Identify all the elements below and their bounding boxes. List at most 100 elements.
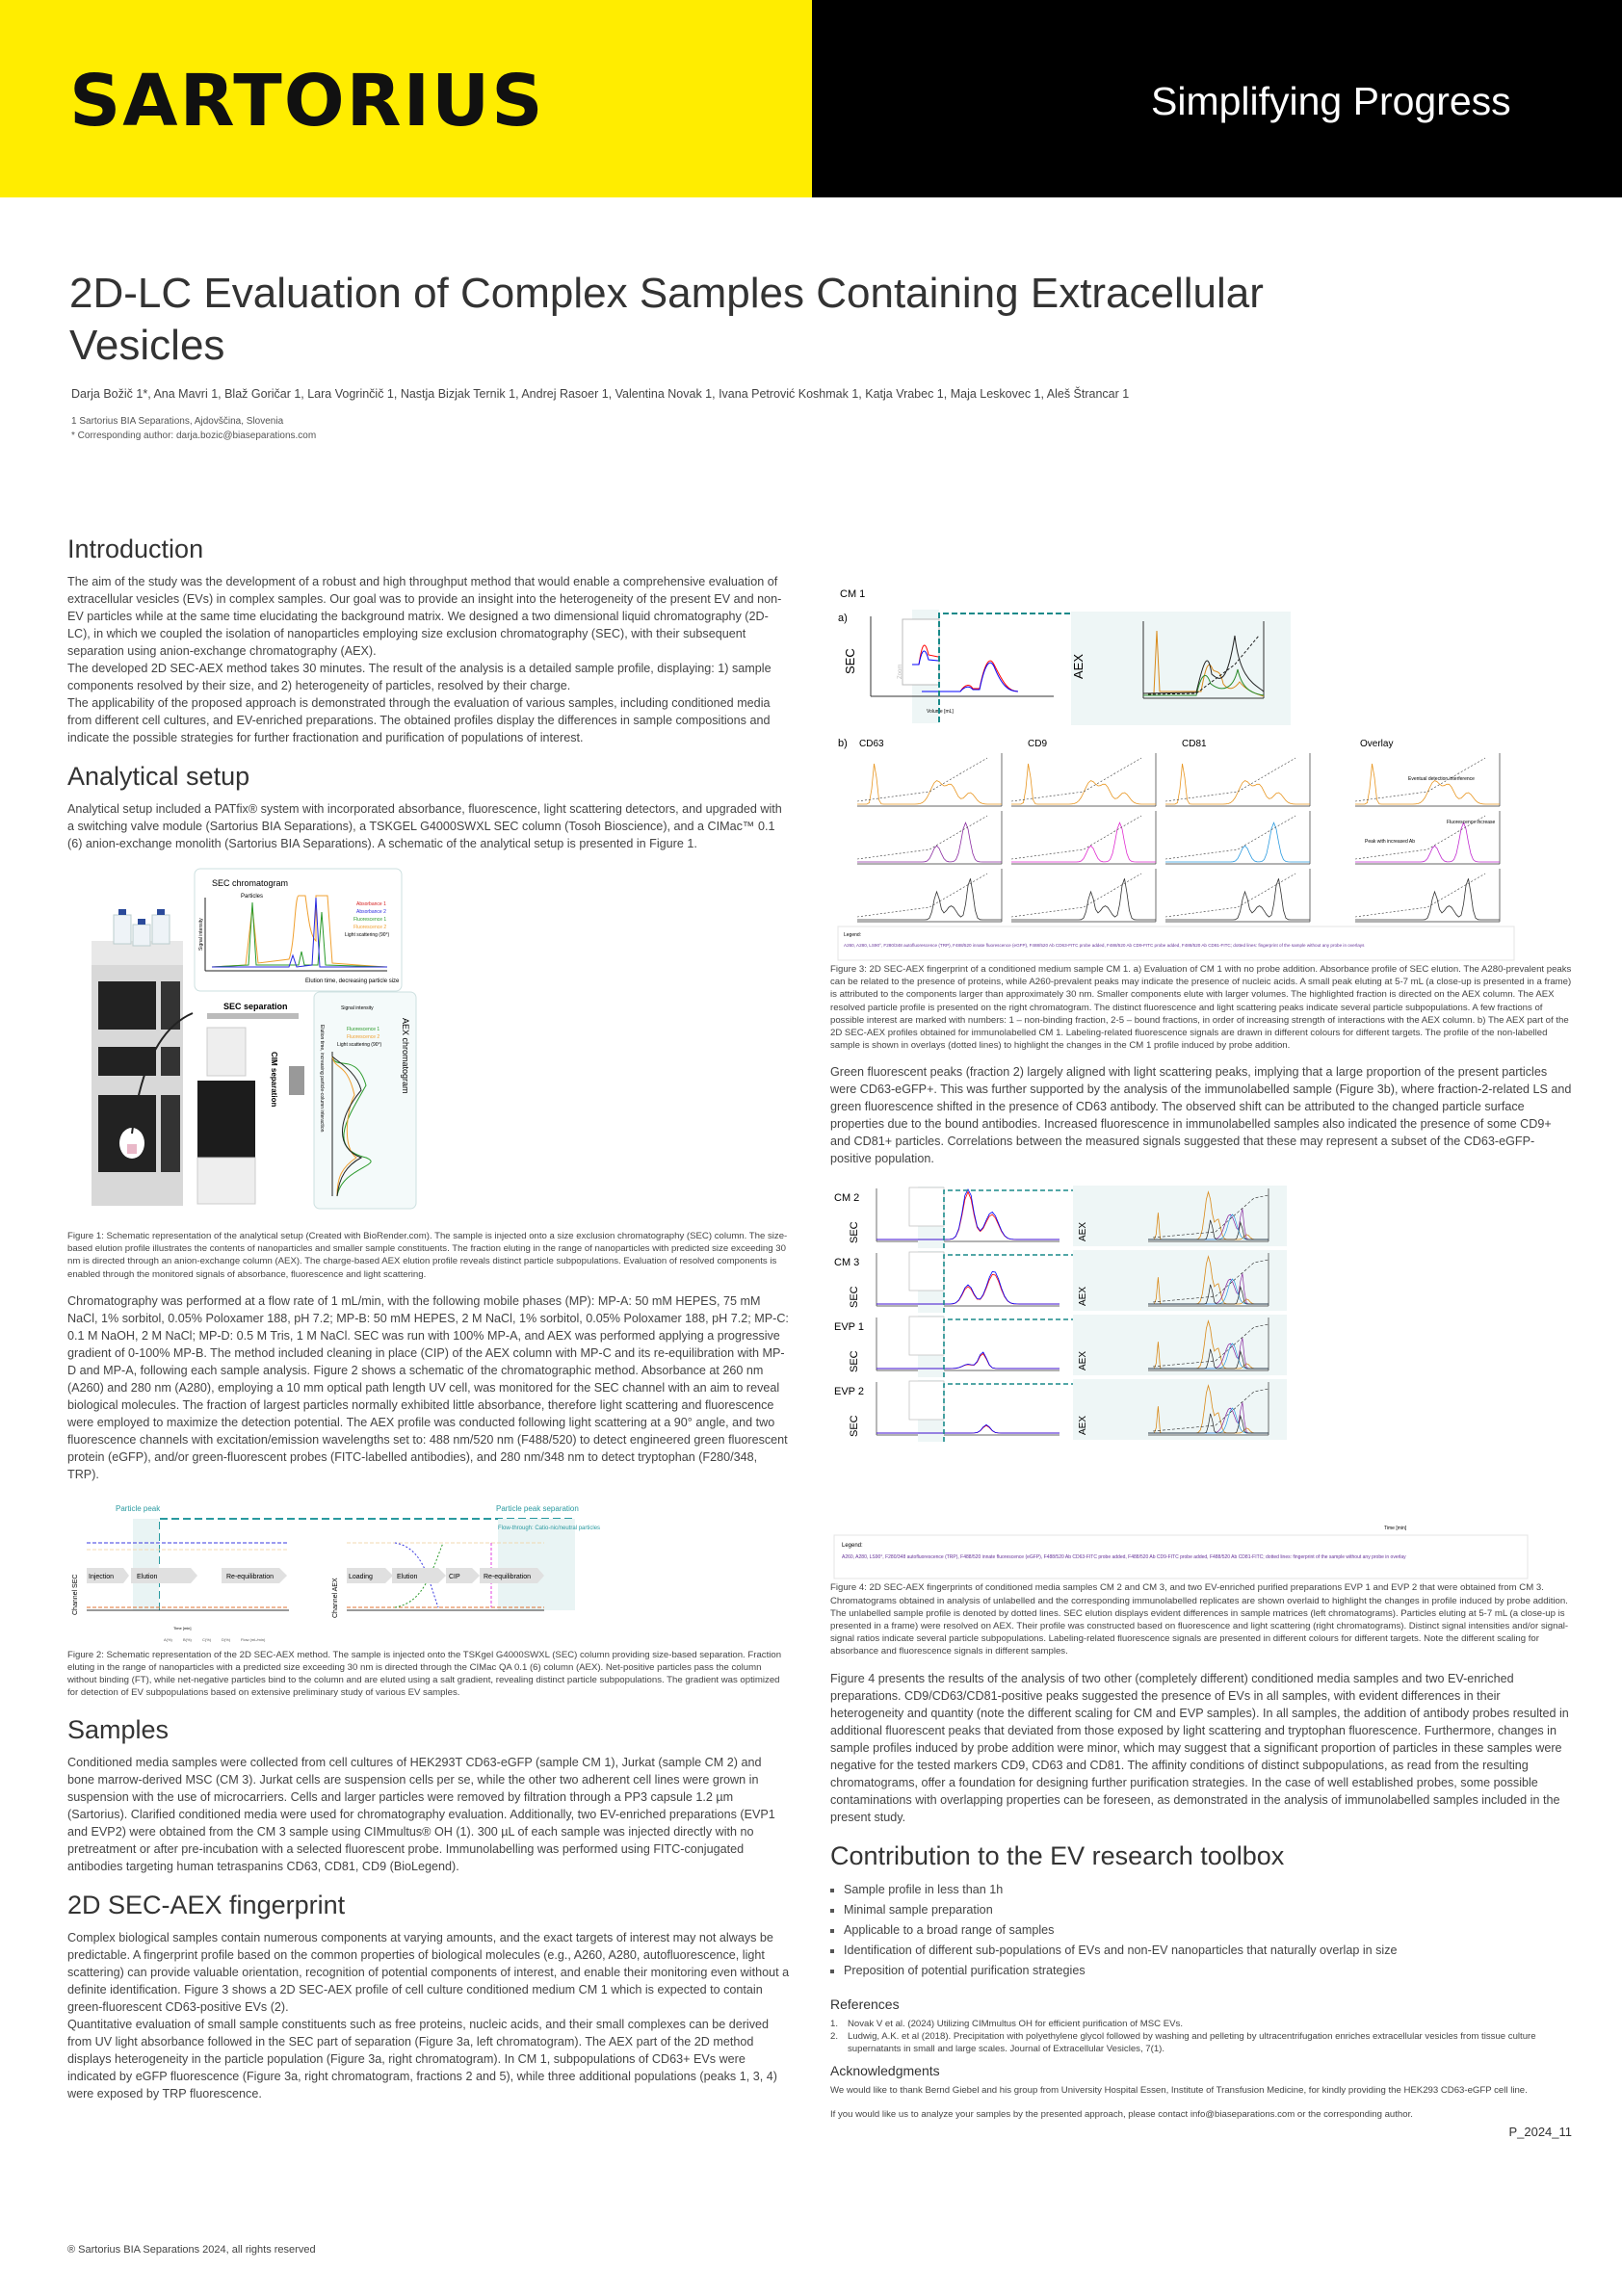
aex-y-axis-label: Signal intensity [341, 1005, 374, 1011]
gradient-trace [1354, 873, 1486, 918]
particles-label: Particles [241, 894, 263, 900]
channel-sec-label: Channel SEC [72, 1574, 79, 1614]
flow-through-label: Flow-through: Catio-nic/neutral particle… [498, 1526, 600, 1531]
figure-2-legend: A(%) B(%) C(%) D(%) Flow (mL/min) [164, 1637, 266, 1642]
aex-legend-fl2: Fluorescence 2 [347, 1034, 379, 1040]
chromatogram-trace [857, 878, 1002, 921]
chromatogram-trace [1011, 822, 1156, 863]
gradient-trace [1164, 873, 1296, 918]
gradient-trace [856, 815, 988, 860]
legend-absorbance-1: Absorbance 1 [356, 901, 386, 907]
panel-title-cd9: CD9 [1028, 739, 1047, 749]
figure-2-caption: Figure 2: Schematic representation of th… [67, 1649, 782, 1699]
sample-label: EVP 1 [834, 1321, 864, 1333]
gradient-trace [1164, 815, 1296, 860]
annotation-fluorescence-increase: Fluorescence increase [1447, 820, 1496, 825]
sec-label: SEC [843, 648, 857, 674]
zoom-inset [908, 1317, 945, 1356]
left-column: Introduction The aim of the study was th… [67, 533, 790, 2102]
figure-4-caption: Figure 4: 2D SEC-AEX fingerprints of con… [830, 1582, 1569, 1657]
section-heading-analytical-setup: Analytical setup [67, 762, 250, 791]
x-axis-label: Volume [mL] [927, 709, 954, 715]
right-column: CM 1 a) b) SEC Volume [mL] Zoom AEX CD63… [830, 578, 1572, 2139]
references-list: 1. Novak V et al. (2024) Utilizing CIMmul… [830, 2018, 1572, 2055]
intro-paragraph: The applicability of the proposed approa… [67, 696, 771, 744]
fingerprint-paragraph: Quantitative evaluation of small sample … [67, 2017, 777, 2100]
gradient-trace [1010, 757, 1142, 802]
sec-label: SEC [849, 1416, 860, 1438]
header-slogan-band [812, 0, 1622, 197]
gradient-trace [1152, 1324, 1269, 1368]
sartorius-logo: SARTORIUS [69, 60, 545, 143]
slogan: Simplifying Progress [1151, 79, 1511, 123]
annotation-interference: Eventual detection interference [1408, 776, 1475, 782]
section-heading-contribution: Contribution to the EV research toolbox [830, 1840, 1285, 1870]
poster-title: 2D-LC Evaluation of Complex Samples Cont… [69, 270, 1264, 369]
panel-b-label: b) [838, 738, 848, 749]
sec-step: Injection [89, 1574, 114, 1580]
reference-number: 2. [830, 2030, 839, 2042]
figure-1-schematic: SEC chromatogram Particles Absorbance 1 … [92, 868, 417, 1210]
transfer-arrow [943, 1318, 1073, 1378]
sec-step: Re-equilibration [226, 1574, 274, 1580]
intro-paragraph: The developed 2D SEC-AEX method takes 30… [67, 662, 772, 692]
contact-text: If you would like us to analyze your sam… [830, 2108, 1413, 2120]
aex-chromatogram-title: AEX chromatogram [401, 1018, 410, 1094]
aex-panel [1073, 1250, 1287, 1312]
gradient-trace [1354, 815, 1486, 860]
sec-chromatogram-title: SEC chromatogram [212, 878, 288, 888]
ls-trace [1148, 1285, 1269, 1305]
reference-number: 1. [830, 2018, 839, 2029]
chromatogram-trace [1165, 763, 1310, 805]
transfer-arrow [943, 1189, 1073, 1249]
legend-title: Legend: [842, 1543, 863, 1549]
aex-channel-plot: Loading Elution CIP Re-equilibration Cha… [332, 1542, 544, 1618]
a260-trace [876, 1271, 1060, 1305]
figure-4-discussion: Figure 4 presents the results of the ana… [830, 1671, 1569, 1824]
list-item: Sample profile in less than 1h [830, 1880, 1572, 1900]
aex-x-axis-label: Elution time, increasing particle-column… [319, 1025, 325, 1133]
x-axis-label: Time [min] [173, 1626, 192, 1631]
header-brand-band [0, 0, 812, 197]
gradient-trace [1010, 873, 1142, 918]
channel-aex-label: Channel AEX [332, 1578, 339, 1618]
legend-fluorescence-2: Fluorescence 2 [353, 925, 386, 930]
transfer-arrow [943, 1254, 1073, 1314]
aex-step: Elution [397, 1574, 418, 1580]
gradient-trace [856, 757, 988, 802]
legend-item: B(%) [183, 1637, 193, 1642]
figure-2-method-schematic: Particle peak Particle peak separation F… [72, 1504, 600, 1642]
gradient-trace [1152, 1195, 1269, 1239]
chromatogram-trace [1011, 763, 1156, 805]
ls-trace [1148, 1220, 1269, 1240]
zoom-inset [908, 1381, 945, 1421]
chromatogram-trace [1165, 878, 1310, 921]
affiliation: 1 Sartorius BIA Separations, Ajdovščina,… [71, 416, 284, 427]
ls-trace [1148, 1349, 1269, 1370]
sec-label: SEC [849, 1222, 860, 1244]
list-item: Minimal sample preparation [830, 1900, 1572, 1920]
a260-trace [876, 1424, 1060, 1434]
list-item: Identification of different sub-populati… [830, 1941, 1572, 1961]
legend-fluorescence-1: Fluorescence 1 [353, 917, 386, 923]
sec-chromatogram-panel: SEC chromatogram Particles Absorbance 1 … [194, 868, 403, 992]
sec-chromatogram-cm1: Volume [mL] Zoom [870, 610, 1054, 723]
copyright: ® Sartorius BIA Separations 2024, all ri… [67, 2244, 316, 2256]
gradient-trace [1164, 757, 1296, 802]
a260-trace [876, 1351, 1060, 1370]
aex-step: Loading [349, 1574, 373, 1580]
legend-light-scattering: Light scattering (90°) [345, 932, 390, 938]
particle-peak-separation-label: Particle peak separation [496, 1504, 579, 1513]
patfix-instrument-illustration [92, 909, 256, 1206]
gradient-trace [1010, 815, 1142, 860]
sample-label: CM 2 [834, 1192, 859, 1204]
aex-step: CIP [449, 1574, 460, 1580]
aex-label: AEX [1078, 1416, 1088, 1435]
annotation-peak-ab: Peak with increased Ab [1365, 839, 1415, 845]
ls-trace [1148, 1414, 1269, 1434]
legend-item: D(%) [222, 1637, 231, 1642]
aex-chromatogram-cm1: AEX [1071, 612, 1291, 725]
legend-text: A260, A280, LS90°, F280/348 autofluoresc… [842, 1554, 1406, 1560]
list-item: Preposition of potential purification st… [830, 1961, 1572, 1981]
sample-label: CM 1 [840, 588, 865, 600]
